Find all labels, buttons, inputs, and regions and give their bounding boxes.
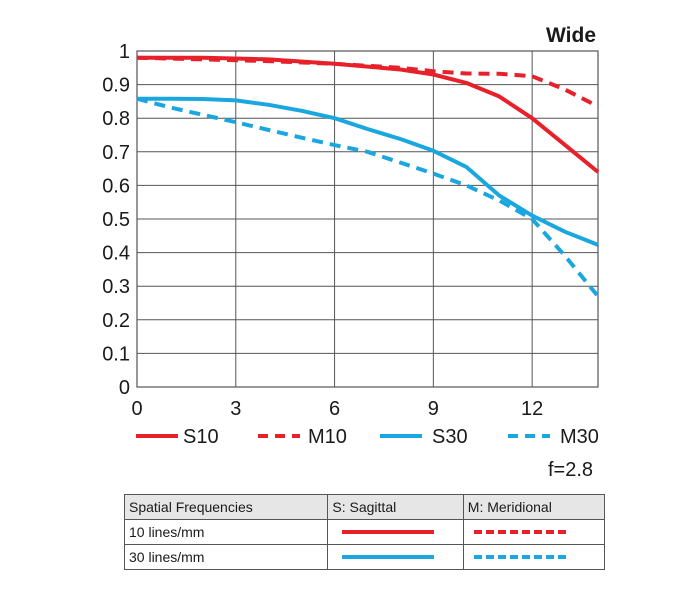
spatial-frequency-table: Spatial Frequencies S: Sagittal M: Merid…	[123, 494, 606, 570]
grid-lines	[137, 51, 598, 387]
series-line-m10	[136, 55, 599, 109]
x-tick-label: 12	[521, 398, 543, 420]
solid-red-line-swatch	[342, 530, 435, 534]
header-sagittal: S: Sagittal	[327, 494, 464, 520]
table-row: 30 lines/mm	[123, 544, 606, 570]
aperture-label: f=2.8	[548, 459, 594, 481]
mtf-chart: 0 0.1 0.2 0.3 0.4 0.5 0.6 0.7 0.8 0.9 1 0 3 6 9 12 Wid…	[102, 24, 600, 448]
y-tick-label: 0.5	[102, 209, 130, 231]
meridional-30-swatch	[462, 544, 606, 570]
x-tick-label: 6	[329, 398, 340, 420]
table-row: 10 lines/mm	[123, 519, 606, 545]
y-tick-label: 0.2	[102, 310, 130, 332]
y-tick-label: 0.6	[102, 175, 130, 197]
row-label-30: 30 lines/mm	[123, 544, 329, 570]
y-tick-label: 0.9	[102, 75, 130, 97]
series-lines	[136, 55, 600, 298]
x-tick-label: 3	[230, 398, 241, 420]
y-tick-label: 1	[119, 41, 130, 63]
meridional-10-swatch	[462, 519, 606, 545]
series-line-s30	[137, 96, 599, 247]
y-tick-label: 0.3	[102, 276, 130, 298]
legend-label-s30: S30	[432, 426, 468, 448]
row-label-10: 10 lines/mm	[123, 519, 329, 545]
dashed-blue-line-swatch	[473, 555, 566, 559]
series-line-m30	[136, 96, 600, 298]
legend: S10 M10 S30 M30	[136, 426, 599, 448]
y-tick-label: 0	[119, 377, 130, 399]
y-axis-ticks: 0 0.1 0.2 0.3 0.4 0.5 0.6 0.7 0.8 0.9 1	[102, 41, 130, 399]
dashed-red-line-swatch	[473, 530, 566, 534]
table-header-row: Spatial Frequencies S: Sagittal M: Merid…	[123, 494, 606, 520]
series-line-s10	[137, 55, 600, 174]
solid-blue-line-swatch	[342, 555, 435, 559]
sagittal-10-swatch	[327, 519, 464, 545]
y-tick-label: 0.4	[102, 243, 130, 265]
x-axis-ticks: 0 3 6 9 12	[131, 398, 543, 420]
legend-label-m30: M30	[560, 426, 599, 448]
x-tick-label: 9	[428, 398, 439, 420]
x-tick-label: 0	[131, 398, 142, 420]
y-tick-label: 0.8	[102, 108, 130, 130]
sagittal-30-swatch	[327, 544, 464, 570]
legend-label-m10: M10	[308, 426, 347, 448]
header-spatial-frequencies: Spatial Frequencies	[123, 494, 329, 520]
header-meridional: M: Meridional	[462, 494, 606, 520]
legend-label-s10: S10	[183, 426, 219, 448]
y-tick-label: 0.1	[102, 343, 130, 365]
y-tick-label: 0.7	[102, 142, 130, 164]
chart-title: Wide	[546, 24, 596, 47]
